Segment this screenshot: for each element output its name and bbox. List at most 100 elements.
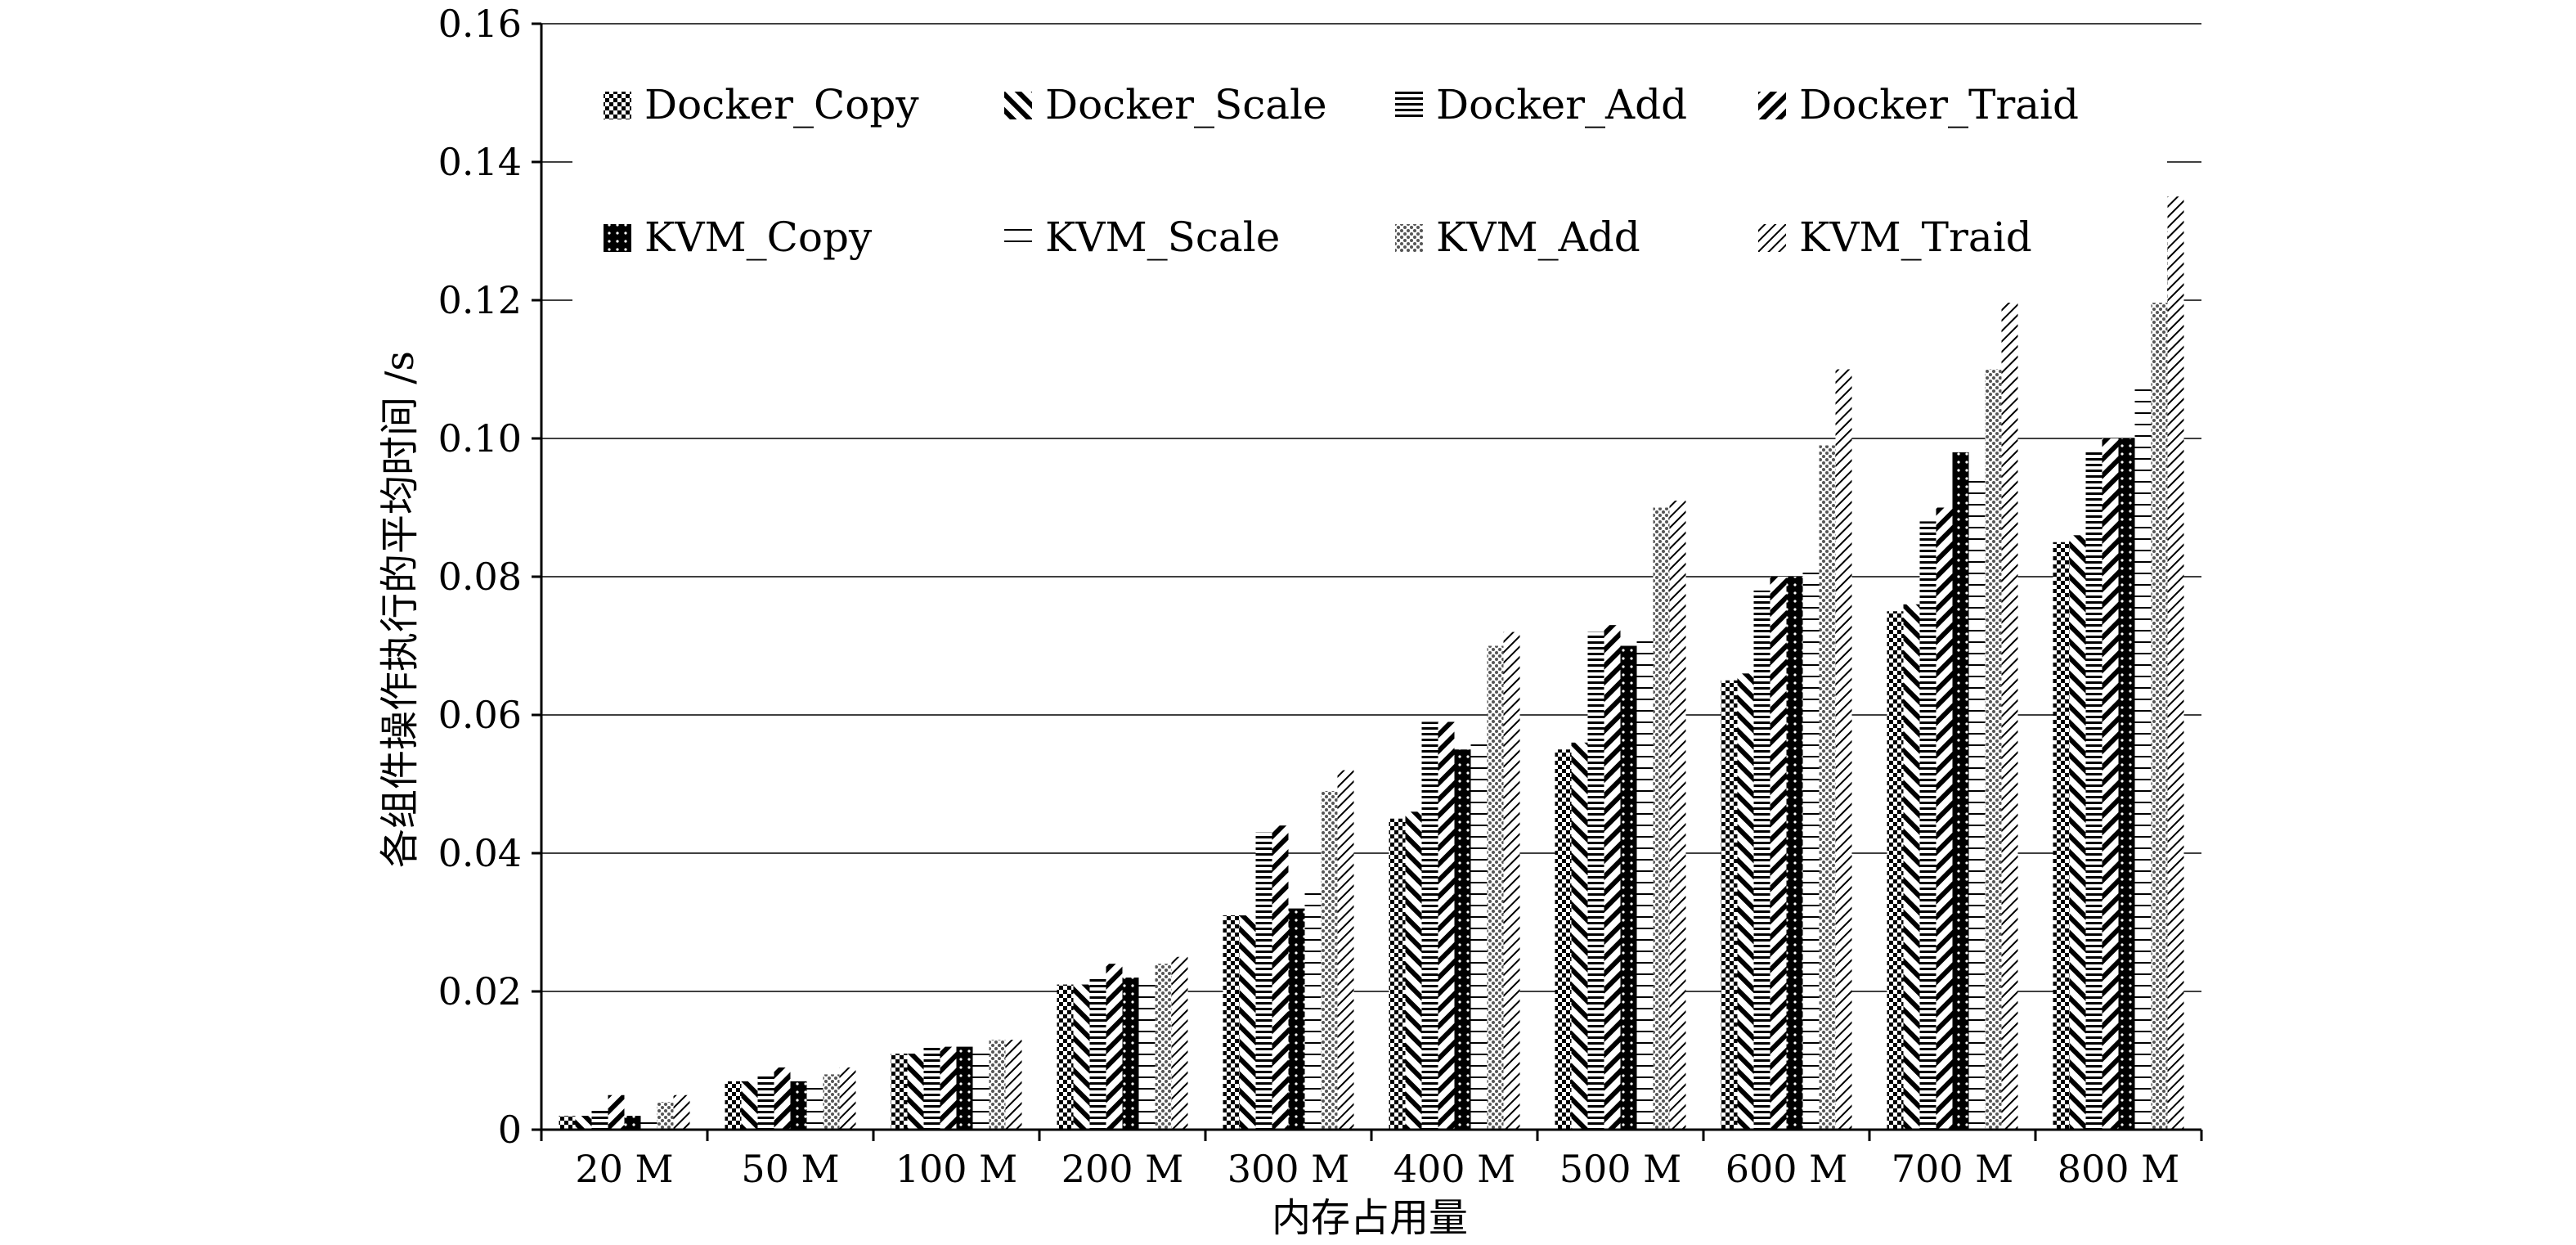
- legend-label-kvm-scale: KVM_Scale: [1045, 213, 1280, 261]
- bar-docker-traid-300-m: [1272, 825, 1289, 1130]
- bar-docker-add-50-m: [757, 1074, 774, 1130]
- bar-docker-scale-500-m: [1571, 742, 1588, 1130]
- bar-docker-add-400-m: [1421, 721, 1438, 1130]
- bars: [559, 196, 2184, 1130]
- bar-docker-copy-100-m: [891, 1054, 908, 1130]
- legend-swatch-docker-copy: [604, 92, 631, 119]
- bar-kvm-scale-100-m: [972, 1046, 990, 1130]
- bar-docker-add-20-m: [591, 1108, 608, 1130]
- y-tick-label: 0: [498, 1108, 522, 1152]
- y-tick-label: 0.14: [438, 140, 522, 184]
- bar-docker-add-500-m: [1587, 631, 1604, 1130]
- bar-docker-traid-400-m: [1438, 721, 1455, 1130]
- bar-kvm-add-700-m: [1985, 369, 2002, 1130]
- bar-kvm-traid-200-m: [1171, 956, 1188, 1130]
- bar-docker-traid-200-m: [1106, 964, 1123, 1130]
- bar-docker-scale-400-m: [1405, 811, 1422, 1130]
- x-tick-label: 800 M: [2058, 1147, 2180, 1191]
- bar-docker-copy-400-m: [1389, 818, 1406, 1130]
- bar-kvm-traid-600-m: [1835, 369, 1852, 1130]
- bar-kvm-add-200-m: [1155, 964, 1172, 1130]
- x-tick-label: 50 M: [741, 1147, 839, 1191]
- legend-label-docker-copy: Docker_Copy: [644, 81, 919, 128]
- legend-swatch-docker-traid: [1758, 92, 1786, 119]
- legend-label-docker-scale: Docker_Scale: [1045, 81, 1327, 128]
- bar-kvm-add-400-m: [1487, 645, 1504, 1130]
- bar-kvm-scale-600-m: [1802, 569, 1820, 1130]
- bar-docker-copy-500-m: [1555, 749, 1572, 1130]
- y-tick-label: 0.12: [438, 278, 522, 322]
- bar-kvm-copy-600-m: [1786, 577, 1803, 1130]
- axes: [532, 22, 2203, 1141]
- y-tick-label: 0.10: [438, 416, 522, 461]
- x-tick-label: 600 M: [1726, 1147, 1848, 1191]
- bar-kvm-traid-100-m: [1005, 1040, 1022, 1130]
- bar-docker-scale-800-m: [2069, 535, 2086, 1130]
- bar-docker-copy-200-m: [1057, 984, 1074, 1130]
- legend-label-docker-add: Docker_Add: [1436, 81, 1687, 128]
- bar-kvm-scale-200-m: [1138, 978, 1156, 1130]
- bar-docker-scale-700-m: [1903, 604, 1920, 1130]
- bar-docker-traid-100-m: [940, 1046, 957, 1130]
- y-axis-title: 各组件操作执行的平均时间 /s: [377, 351, 423, 868]
- bar-kvm-copy-200-m: [1122, 978, 1139, 1130]
- bar-docker-add-200-m: [1089, 978, 1106, 1130]
- legend-swatch-docker-scale: [1004, 92, 1032, 119]
- bar-docker-traid-600-m: [1770, 577, 1787, 1130]
- y-tick-label: 0.02: [438, 969, 522, 1014]
- bar-kvm-traid-20-m: [673, 1094, 690, 1130]
- bar-kvm-add-500-m: [1653, 507, 1670, 1130]
- x-tick-labels: 20 M 50 M 100 M 200 M 300 M 400 M 500 M 600 M 70…: [575, 1147, 2179, 1191]
- bar-docker-add-100-m: [923, 1046, 940, 1130]
- bar-kvm-copy-50-m: [790, 1081, 807, 1130]
- bar-docker-traid-700-m: [1936, 507, 1953, 1130]
- legend-label-docker-traid: Docker_Traid: [1799, 81, 2079, 128]
- bar-kvm-scale-500-m: [1636, 631, 1654, 1130]
- x-tick-label: 200 M: [1061, 1147, 1184, 1191]
- bar-docker-copy-50-m: [725, 1081, 742, 1130]
- x-tick-label: 300 M: [1227, 1147, 1350, 1191]
- bar-docker-scale-300-m: [1239, 915, 1256, 1130]
- bar-docker-add-600-m: [1753, 590, 1770, 1130]
- bar-docker-traid-500-m: [1604, 625, 1621, 1130]
- x-tick-label: 500 M: [1560, 1147, 1682, 1191]
- bar-kvm-copy-20-m: [624, 1116, 641, 1130]
- bar-docker-add-300-m: [1255, 832, 1272, 1130]
- x-tick-label: 400 M: [1393, 1147, 1516, 1191]
- x-tick-label: 100 M: [895, 1147, 1018, 1191]
- bar-docker-scale-200-m: [1073, 984, 1090, 1130]
- bar-kvm-scale-400-m: [1470, 742, 1488, 1130]
- bar-docker-scale-20-m: [575, 1116, 592, 1130]
- y-tick-labels: 0 0.02 0.04 0.06 0.08 0.10 0.12 0.14 0.16: [438, 2, 522, 1152]
- y-tick-label: 0.16: [438, 2, 522, 46]
- legend-swatch-kvm-scale: [1004, 224, 1032, 252]
- bar-kvm-scale-50-m: [806, 1081, 824, 1130]
- bar-kvm-copy-500-m: [1620, 645, 1637, 1130]
- bar-docker-copy-20-m: [559, 1116, 576, 1130]
- x-tick-label: 20 M: [575, 1147, 673, 1191]
- bar-kvm-copy-400-m: [1454, 749, 1471, 1130]
- bar-docker-traid-50-m: [774, 1067, 791, 1130]
- bar-kvm-traid-300-m: [1337, 770, 1354, 1130]
- legend-swatch-kvm-add: [1395, 224, 1423, 252]
- bar-kvm-traid-800-m: [2167, 196, 2184, 1130]
- bar-kvm-copy-800-m: [2118, 438, 2135, 1130]
- legend-swatch-docker-add: [1395, 92, 1423, 119]
- x-axis-title: 内存占用量: [1272, 1195, 1468, 1241]
- legend-swatch-kvm-traid: [1758, 224, 1786, 252]
- bar-kvm-add-600-m: [1819, 445, 1836, 1130]
- bar-kvm-add-800-m: [2151, 231, 2168, 1130]
- bar-kvm-copy-700-m: [1952, 452, 1969, 1130]
- y-tick-label: 0.08: [438, 555, 522, 599]
- bar-docker-traid-20-m: [608, 1094, 625, 1130]
- bar-kvm-traid-400-m: [1503, 631, 1520, 1130]
- bar-kvm-copy-100-m: [956, 1046, 973, 1130]
- bar-docker-copy-300-m: [1223, 915, 1240, 1130]
- bar-kvm-copy-300-m: [1288, 908, 1305, 1130]
- bar-docker-scale-600-m: [1737, 673, 1754, 1130]
- bar-kvm-scale-300-m: [1304, 888, 1322, 1130]
- bar-docker-add-800-m: [2085, 452, 2103, 1130]
- bar-kvm-traid-50-m: [839, 1067, 856, 1130]
- legend: Docker_Copy Docker_Scale Docker_Add Docker_…: [572, 57, 2167, 303]
